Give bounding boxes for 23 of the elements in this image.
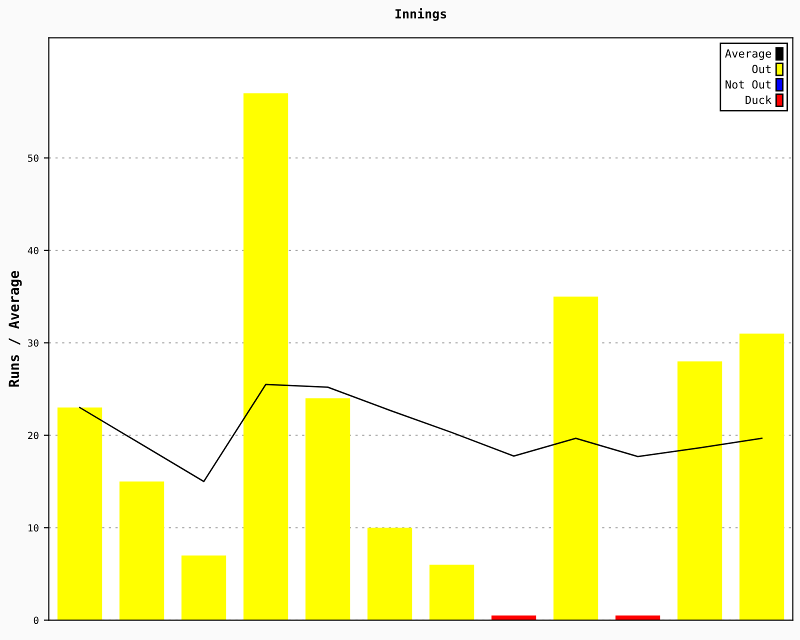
bar bbox=[429, 564, 474, 620]
bar bbox=[243, 93, 288, 620]
y-tick-label: 0 bbox=[34, 616, 38, 624]
legend-label: Out bbox=[752, 64, 771, 74]
y-tick-label: 20 bbox=[28, 432, 38, 440]
bar bbox=[739, 334, 784, 620]
legend-label: Not Out bbox=[726, 80, 771, 89]
bar bbox=[553, 296, 598, 620]
y-axis-title: Runs / Average bbox=[8, 270, 22, 387]
y-tick-label: 50 bbox=[28, 154, 38, 162]
y-tick-label: 40 bbox=[28, 246, 38, 254]
bar bbox=[367, 528, 412, 620]
bar bbox=[677, 361, 722, 620]
legend-label: Average bbox=[725, 49, 772, 60]
line-series bbox=[79, 384, 762, 482]
bar bbox=[181, 555, 226, 620]
bar bbox=[57, 408, 102, 620]
bar bbox=[305, 398, 350, 620]
y-tick-label: 10 bbox=[28, 524, 38, 532]
legend-label: Duck bbox=[746, 95, 772, 104]
chart-title: Innings bbox=[396, 8, 446, 21]
y-tick-label: 30 bbox=[28, 339, 38, 347]
bar bbox=[119, 481, 164, 620]
